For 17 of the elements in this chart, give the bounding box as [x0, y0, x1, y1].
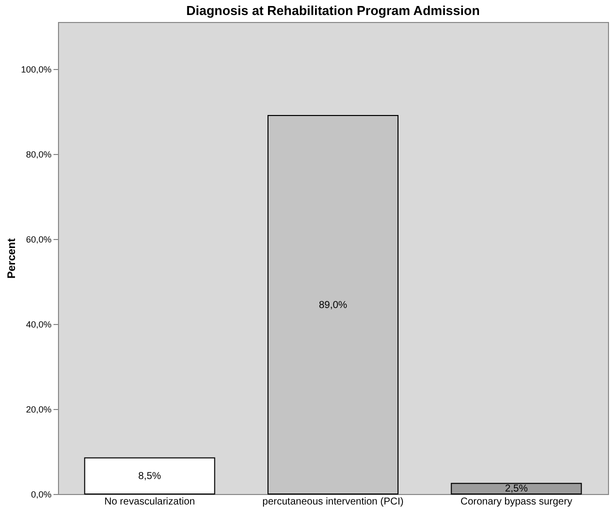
y-tick-label: 80,0% — [26, 149, 52, 160]
y-axis-title: Percent — [6, 238, 18, 279]
bar — [450, 482, 582, 494]
bar — [84, 457, 216, 494]
y-tick-label: 20,0% — [26, 404, 52, 414]
y-tick-label: 40,0% — [26, 319, 52, 330]
data-label: 2,5% — [504, 484, 528, 495]
y-tick-label: 100,0% — [20, 64, 52, 74]
x-tick-label: No revascularization — [104, 496, 195, 508]
bar — [268, 115, 398, 494]
y-tick-label: 60,0% — [26, 234, 52, 244]
data-label: 89,0% — [318, 300, 348, 311]
x-tick-label: Coronary bypass surgery — [460, 496, 572, 508]
chart-title: Diagnosis at Rehabilitation Program Admission — [186, 3, 480, 18]
y-tick-label: 0,0% — [30, 490, 52, 500]
x-tick-label: percutaneous intervention (PCI) — [262, 496, 404, 508]
data-label: 8,5% — [138, 470, 162, 482]
